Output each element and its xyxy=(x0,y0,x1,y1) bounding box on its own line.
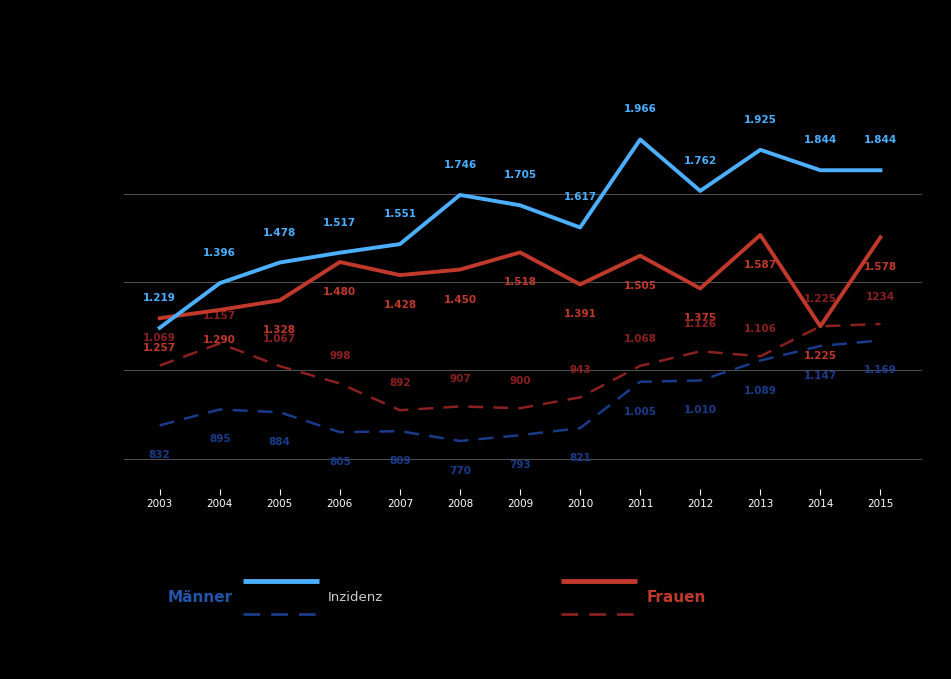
Text: Männer: Männer xyxy=(168,590,233,605)
Text: 1.587: 1.587 xyxy=(744,260,777,270)
Text: 770: 770 xyxy=(449,466,471,476)
Text: 1.157: 1.157 xyxy=(204,311,236,321)
Text: 998: 998 xyxy=(329,351,351,361)
Text: 1.257: 1.257 xyxy=(143,343,176,353)
Text: 1.518: 1.518 xyxy=(503,278,536,287)
Text: 1.290: 1.290 xyxy=(204,335,236,345)
Text: 1.005: 1.005 xyxy=(624,407,657,417)
Text: 805: 805 xyxy=(329,457,351,467)
Text: 1.375: 1.375 xyxy=(684,314,717,323)
Text: 1.106: 1.106 xyxy=(744,324,777,334)
Text: 1.844: 1.844 xyxy=(804,135,837,145)
Text: 1.925: 1.925 xyxy=(744,115,777,125)
Text: 1.762: 1.762 xyxy=(684,156,717,166)
Text: 943: 943 xyxy=(570,365,591,375)
Text: Frauen: Frauen xyxy=(647,590,706,605)
Text: 1.147: 1.147 xyxy=(804,371,837,381)
Text: 1.089: 1.089 xyxy=(744,386,777,396)
Text: 1.478: 1.478 xyxy=(263,227,297,238)
Text: 1.219: 1.219 xyxy=(144,293,176,303)
Text: 1.966: 1.966 xyxy=(624,105,656,115)
Text: 1.328: 1.328 xyxy=(263,325,297,335)
Text: 1.450: 1.450 xyxy=(443,295,476,305)
Text: 1.746: 1.746 xyxy=(443,160,476,170)
Text: 1.067: 1.067 xyxy=(263,334,297,344)
Text: 895: 895 xyxy=(209,435,230,445)
Text: 1.225: 1.225 xyxy=(804,294,837,304)
Text: 1.010: 1.010 xyxy=(684,405,717,416)
Text: 1.551: 1.551 xyxy=(383,209,417,219)
Text: 1234: 1234 xyxy=(865,292,895,301)
Text: 1.225: 1.225 xyxy=(804,351,837,361)
Text: 1.705: 1.705 xyxy=(503,170,536,181)
Text: 1.617: 1.617 xyxy=(564,192,596,202)
Text: 1.844: 1.844 xyxy=(864,135,897,145)
Text: Inzidenz: Inzidenz xyxy=(328,591,383,604)
Text: 1.578: 1.578 xyxy=(864,262,897,272)
Text: 892: 892 xyxy=(389,378,411,388)
Text: 900: 900 xyxy=(509,376,531,386)
Text: 1.428: 1.428 xyxy=(383,300,417,310)
Text: 832: 832 xyxy=(148,450,170,460)
Text: 821: 821 xyxy=(570,453,591,463)
Text: 1.517: 1.517 xyxy=(323,218,357,227)
Text: 1.480: 1.480 xyxy=(323,287,357,297)
Text: 809: 809 xyxy=(389,456,411,466)
Text: 1.169: 1.169 xyxy=(864,365,897,375)
Text: 884: 884 xyxy=(269,437,291,447)
Text: 907: 907 xyxy=(449,374,471,384)
Text: 1.396: 1.396 xyxy=(204,249,236,258)
Text: 793: 793 xyxy=(509,460,531,470)
Text: 1.505: 1.505 xyxy=(624,280,657,291)
Text: 1.391: 1.391 xyxy=(564,310,596,319)
Text: 1.068: 1.068 xyxy=(624,333,657,344)
Text: 1.126: 1.126 xyxy=(684,319,717,329)
Text: 1.069: 1.069 xyxy=(144,333,176,344)
